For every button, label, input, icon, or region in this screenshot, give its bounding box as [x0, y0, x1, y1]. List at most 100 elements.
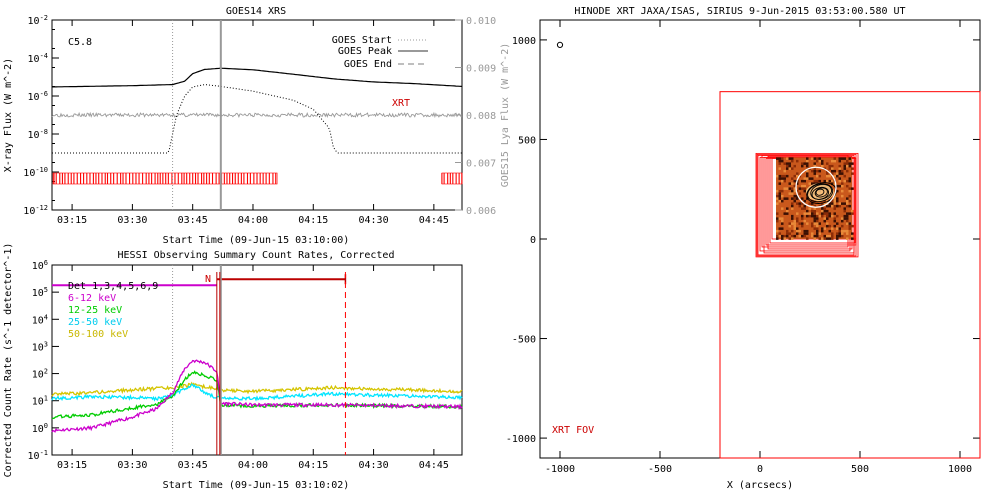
hinode-image-pixel — [778, 217, 781, 220]
hinode-image-pixel — [801, 224, 804, 228]
hinode-image-pixel — [806, 212, 809, 215]
goes-y-right-tick-label: 0.010 — [466, 16, 496, 27]
hinode-image-pixel — [813, 164, 816, 168]
hinode-image-pixel — [848, 224, 851, 228]
hinode-image-pixel — [808, 202, 811, 205]
hinode-image-pixel — [851, 224, 854, 228]
hinode-image-pixel — [846, 202, 849, 205]
hinode-image-pixel — [848, 212, 851, 215]
hinode-image-pixel — [838, 202, 841, 205]
hinode-image-pixel — [813, 209, 816, 213]
goes-y-tick-label: 10-4 — [28, 52, 48, 65]
hinode-y-tick-label: 500 — [518, 135, 536, 146]
goes-ylabel-right: GOES15 Lya Flux (W m^-2) — [500, 43, 511, 188]
hinode-image-pixel — [803, 187, 806, 190]
hessi-series-6-12-line — [51, 359, 463, 433]
hessi-y-tick-label: 101 — [32, 395, 48, 408]
hinode-image-pixel — [776, 174, 779, 178]
hinode-image-pixel — [823, 209, 826, 213]
hinode-image-pixel — [823, 234, 826, 238]
hinode-image-pixel — [791, 197, 794, 200]
hinode-image-pixel — [846, 199, 849, 203]
hinode-image-pixel — [826, 212, 829, 215]
hinode-image-pixel — [831, 237, 834, 240]
hinode-image-pixel — [778, 227, 781, 230]
hinode-image-pixel — [783, 212, 786, 215]
hessi-x-tick-label: 04:15 — [298, 460, 328, 471]
hinode-image-pixel — [833, 182, 836, 185]
hinode-image-pixel — [786, 229, 789, 233]
hinode-image-pixel — [806, 164, 809, 168]
hinode-image-pixel — [841, 182, 844, 185]
hinode-image-pixel — [848, 199, 851, 203]
hinode-image-pixel — [788, 192, 791, 195]
hinode-reference-circle — [795, 166, 837, 208]
hinode-image-pixel — [848, 162, 851, 165]
hinode-image-pixel — [778, 182, 781, 185]
hinode-image-pixel — [806, 162, 809, 165]
hessi-title: HESSI Observing Summary Count Rates, Cor… — [118, 250, 395, 261]
hessi-y-tick-label: 102 — [32, 368, 48, 381]
hinode-image-pixel — [793, 187, 796, 190]
hinode-image-pixel — [788, 157, 791, 160]
hinode-image-pixel — [833, 219, 836, 223]
hinode-image-pixel — [793, 194, 796, 198]
hinode-image-pixel — [796, 197, 799, 200]
hinode-image-pixel — [811, 214, 814, 218]
hinode-contour — [810, 183, 833, 200]
hinode-image-pixel — [798, 234, 801, 238]
hinode-image-pixel — [816, 217, 819, 220]
hinode-image-pixel — [841, 202, 844, 205]
hessi-y-tick-label: 104 — [32, 313, 48, 326]
hinode-image-pixel — [786, 234, 789, 238]
hinode-image-pixel — [786, 197, 789, 200]
hinode-image-pixel — [781, 179, 784, 183]
hinode-image-pixel — [811, 169, 814, 173]
hinode-image-pixel — [831, 169, 834, 173]
hinode-image-pixel — [786, 232, 789, 235]
hinode-image-pixel — [851, 232, 854, 235]
hinode-image-pixel — [826, 224, 829, 228]
hinode-image-pixel — [851, 234, 854, 238]
hinode-image-pixel — [796, 172, 799, 175]
hinode-image-pixel — [811, 209, 814, 213]
hessi-plot-frame — [51, 264, 463, 456]
hinode-image-pixel — [791, 157, 794, 160]
hinode-image-pixel — [828, 229, 831, 233]
hinode-image-pixel — [848, 189, 851, 193]
hinode-image-pixel — [818, 169, 821, 173]
hinode-image-pixel — [818, 159, 821, 163]
hinode-image-pixel — [836, 174, 839, 178]
hinode-image-pixel — [781, 234, 784, 238]
hinode-image-pixel — [841, 219, 844, 223]
hinode-image-pixel — [841, 157, 844, 160]
hinode-image-pixel — [793, 164, 796, 168]
hinode-image-pixel — [791, 237, 794, 240]
hinode-image-pixel — [778, 192, 781, 195]
hinode-image-pixel — [803, 234, 806, 238]
hinode-image-pixel — [776, 212, 779, 215]
hinode-image-pixel — [786, 212, 789, 215]
hinode-image-pixel — [836, 199, 839, 203]
hinode-image-pixel — [806, 159, 809, 163]
goes-y-right-tick-label: 0.008 — [466, 111, 496, 122]
hinode-image-pixel — [816, 224, 819, 228]
hinode-image-pixel — [831, 182, 834, 185]
hinode-image-pixel — [786, 157, 789, 160]
hinode-image-pixel — [843, 202, 846, 205]
hinode-image-pixel — [778, 234, 781, 238]
hinode-image-pixel — [828, 202, 831, 205]
hinode-image-pixel — [818, 214, 821, 218]
hinode-image-pixel — [776, 229, 779, 233]
hinode-image-pixel — [801, 197, 804, 200]
hinode-image-pixel — [848, 227, 851, 230]
hinode-image-pixel — [786, 209, 789, 213]
hinode-image-pixel — [796, 202, 799, 205]
hinode-image-pixel — [826, 174, 829, 178]
hinode-title: HINODE XRT JAXA/ISAS, SIRIUS 9-Jun-2015 … — [574, 6, 905, 17]
hinode-image-pixel — [843, 174, 846, 178]
hinode-image-pixel — [813, 217, 816, 220]
hinode-image-pixel — [791, 222, 794, 225]
hessi-legend-12-25: 12-25 keV — [68, 305, 122, 316]
hinode-image-pixel — [818, 179, 821, 183]
